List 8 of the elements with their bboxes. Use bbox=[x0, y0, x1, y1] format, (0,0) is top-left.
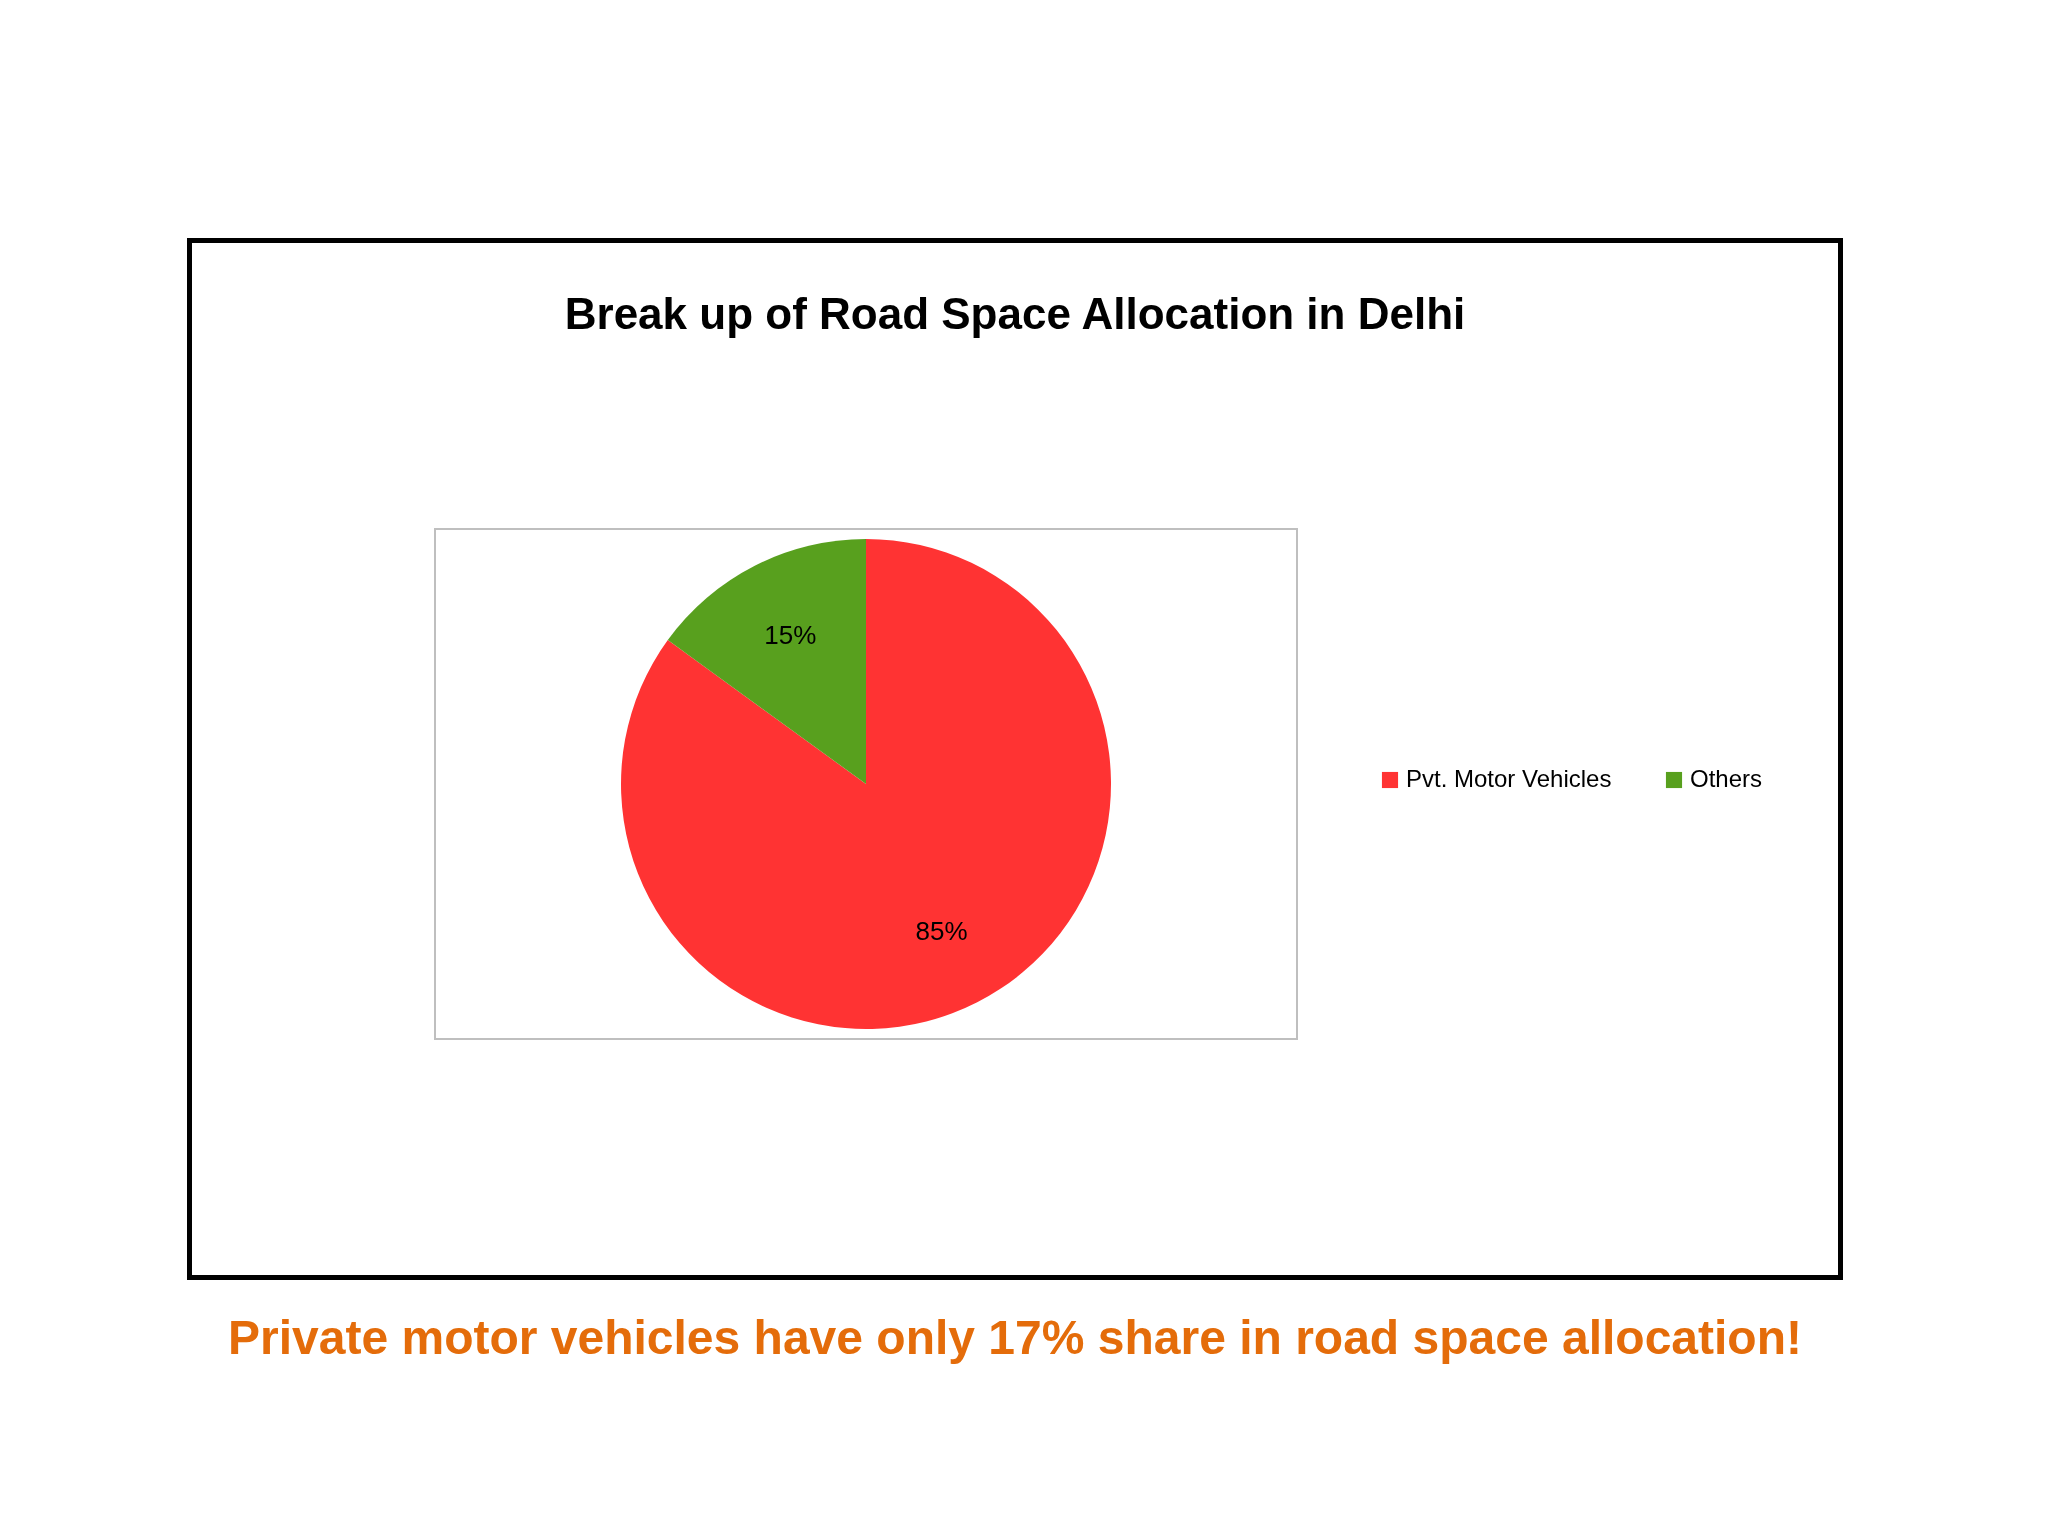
data-label: 85% bbox=[915, 916, 968, 947]
pie-slice bbox=[621, 539, 1111, 1029]
legend-label: Others bbox=[1690, 765, 1763, 792]
legend-label: Pvt. Motor Vehicles bbox=[1406, 765, 1612, 792]
chart-title: Break up of Road Space Allocation in Delhi bbox=[563, 289, 1467, 339]
data-label: 15% bbox=[764, 619, 817, 650]
pie-slice bbox=[667, 539, 866, 784]
text: Private motor vehicles have only 17% share in road space allocation! bbox=[227, 1310, 1803, 1365]
